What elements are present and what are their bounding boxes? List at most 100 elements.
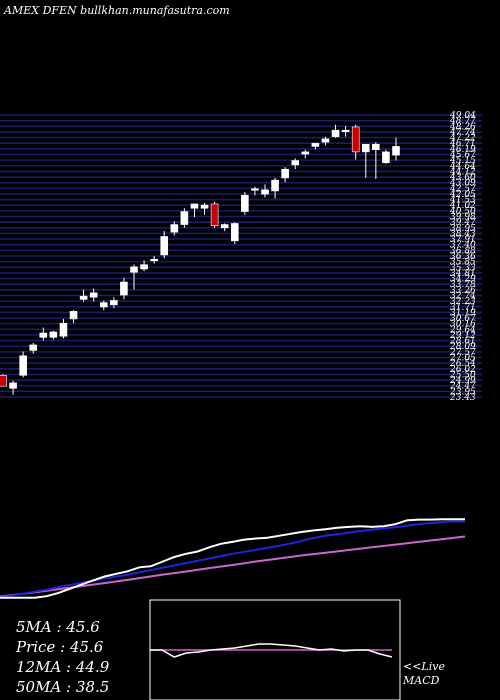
candle-body xyxy=(9,382,17,389)
candle-body xyxy=(49,331,58,338)
price-tick-label: 23.95 xyxy=(449,387,476,397)
candle-body xyxy=(150,258,158,262)
candle-body xyxy=(180,211,189,225)
macd-label: MACD xyxy=(403,674,440,687)
stat-value: 45.6 xyxy=(66,618,100,636)
candle-body xyxy=(372,143,380,151)
price-tick-label: 31.71 xyxy=(450,303,476,313)
candle-body xyxy=(220,224,229,229)
candle-body xyxy=(89,292,98,298)
candle-body xyxy=(230,223,239,242)
live-link[interactable]: <<Live xyxy=(403,660,445,673)
chart-title: AMEX DFEN bullkhan.munafasutra.com xyxy=(4,4,230,17)
candle-body xyxy=(79,295,88,300)
moving-average-panel xyxy=(0,518,466,599)
price-tick-label: 30.16 xyxy=(450,320,476,330)
stat-label: Price xyxy=(16,638,56,656)
stat-12ma: 12MA : 44.9 xyxy=(16,658,110,676)
price-tick-label: 37.91 xyxy=(450,235,476,245)
candle-body xyxy=(190,203,199,209)
price-tick-label: 26.02 xyxy=(449,365,476,375)
price-tick-label: 45.67 xyxy=(449,150,476,160)
candle-body xyxy=(0,375,7,387)
candle-body xyxy=(291,160,300,166)
price-tick-label: 28.61 xyxy=(449,337,476,347)
price-tick-label: 26.54 xyxy=(449,359,476,369)
price-tick-label: 38.43 xyxy=(450,229,476,239)
candle-body xyxy=(120,281,128,296)
price-tick-label: 25.50 xyxy=(449,370,476,380)
stat-value: 38.5 xyxy=(75,678,110,696)
ma-long-line xyxy=(0,535,466,598)
candle-body xyxy=(281,168,289,179)
price-tick-label: 27.05 xyxy=(449,354,476,364)
price-axis: 49.0448.7748.2647.7447.2246.7146.1945.67… xyxy=(449,111,476,403)
price-tick-label: 42.57 xyxy=(449,184,476,194)
price-tick-label: 43.09 xyxy=(449,179,476,189)
price-tick-label: 43.60 xyxy=(449,173,476,183)
price-tick-label: 27.57 xyxy=(449,348,476,358)
price-tick-label: 33.78 xyxy=(450,280,476,290)
price-tick-label: 42.05 xyxy=(449,190,476,200)
stat-value: 44.9 xyxy=(75,658,110,676)
price-tick-label: 40.50 xyxy=(449,207,476,217)
stat-label: 12MA xyxy=(16,658,62,676)
candle-body xyxy=(331,129,340,137)
price-tick-label: 49.04 xyxy=(449,111,476,121)
price-tick-label: 34.81 xyxy=(450,269,476,279)
price-tick-label: 36.36 xyxy=(450,252,476,262)
price-tick-label: 23.43 xyxy=(449,393,476,403)
price-tick-label: 24.99 xyxy=(449,376,476,386)
stat-value: 45.6 xyxy=(69,638,104,656)
stat-price: Price : 45.6 xyxy=(16,638,104,656)
stat-5ma: 5MA : 45.6 xyxy=(16,618,100,636)
price-tick-label: 47.22 xyxy=(449,134,476,144)
candle-body xyxy=(19,355,27,376)
price-tick-label: 35.33 xyxy=(450,263,476,273)
stat-label: 5MA xyxy=(16,618,52,636)
price-tick-label: 28.09 xyxy=(449,342,476,352)
macd-panel xyxy=(150,643,393,658)
price-tick-label: 31.19 xyxy=(450,308,476,318)
candle-body xyxy=(200,204,209,209)
candle-body xyxy=(140,264,148,270)
price-tick-label: 33.26 xyxy=(450,286,476,296)
candle-body xyxy=(311,142,320,147)
candle-body xyxy=(271,179,279,192)
price-tick-label: 48.26 xyxy=(449,122,476,132)
price-tick-label: 36.88 xyxy=(450,246,476,256)
price-tick-label: 38.95 xyxy=(450,224,476,234)
price-tick-label: 34.29 xyxy=(450,275,476,285)
price-tick-label: 37.40 xyxy=(450,241,476,251)
price-tick-label: 46.71 xyxy=(449,139,476,149)
candle-body xyxy=(130,266,138,273)
candle-body xyxy=(382,151,390,164)
candle-body xyxy=(39,332,48,338)
stat-50ma: 50MA : 38.5 xyxy=(16,678,110,696)
price-tick-label: 39.98 xyxy=(450,213,476,223)
price-tick-label: 39.47 xyxy=(450,218,476,228)
candle-body xyxy=(301,151,310,155)
candle-body xyxy=(210,203,219,226)
price-grid xyxy=(0,114,482,398)
candle-body xyxy=(59,322,68,337)
price-tick-label: 35.85 xyxy=(450,258,476,268)
price-tick-label: 32.74 xyxy=(450,291,476,301)
candle-body xyxy=(321,138,330,143)
price-tick-label: 32.23 xyxy=(450,297,476,307)
candle-body xyxy=(69,311,78,320)
candle-body xyxy=(341,129,350,132)
stat-label: 50MA xyxy=(16,678,62,696)
stats-panel: 5MA : 45.6 Price : 45.6 12MA : 44.9 50MA… xyxy=(16,617,109,697)
candle-body xyxy=(241,194,249,212)
live-macd-label: <<Live MACD xyxy=(403,660,445,688)
price-tick-label: 48.77 xyxy=(449,117,476,127)
macd-line xyxy=(150,643,393,658)
price-tick-label: 44.64 xyxy=(449,162,476,172)
price-tick-label: 41.02 xyxy=(449,201,476,211)
ma-short-line xyxy=(0,518,465,599)
candlesticks xyxy=(0,124,400,395)
candle-body xyxy=(110,300,118,306)
price-tick-label: 24.47 xyxy=(449,382,476,392)
